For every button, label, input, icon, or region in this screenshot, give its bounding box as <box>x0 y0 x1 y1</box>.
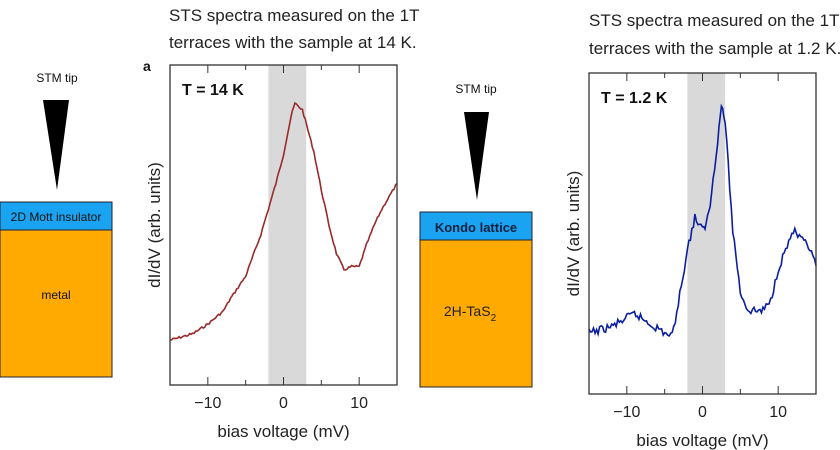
left-diagram: STM tip 2D Mott insulator metal <box>0 71 113 378</box>
tas2-layer <box>419 239 533 388</box>
stm-tip-label: STM tip <box>36 71 78 85</box>
x-axis-label: bias voltage (mV) <box>636 431 768 450</box>
x-tick-label: −10 <box>613 404 640 421</box>
kondo-lattice-layer <box>419 211 533 241</box>
y-axis-label: dI/dV (arb. units) <box>145 162 164 288</box>
chart-caption-line2: terraces with the sample at 14 K. <box>169 33 417 52</box>
mott-insulator-label: 2D Mott insulator <box>11 210 102 224</box>
chart-1-2k: STS spectra measured on the 1T terraces … <box>564 11 840 450</box>
middle-diagram: STM tip Kondo lattice 2H-TaS2 <box>419 82 533 388</box>
series-line <box>169 101 398 341</box>
y-axis-label: dI/dV (arb. units) <box>564 171 583 297</box>
chart-caption-line1: STS spectra measured on the 1T <box>589 11 839 30</box>
x-tick-label: 10 <box>350 395 368 412</box>
stm-tip-icon <box>43 100 69 190</box>
chart-14k: STS spectra measured on the 1T terraces … <box>143 6 419 441</box>
metal-label: metal <box>41 288 70 302</box>
x-tick-label: −10 <box>194 395 221 412</box>
x-axis-label: bias voltage (mV) <box>217 422 349 441</box>
shaded-band <box>268 65 307 385</box>
chart-caption-line2: terraces with the sample at 1.2 K. <box>589 39 840 58</box>
metal-layer <box>0 229 113 378</box>
kondo-lattice-label: Kondo lattice <box>435 220 517 235</box>
x-tick-label: 10 <box>769 404 787 421</box>
temperature-annotation: T = 14 K <box>182 82 244 99</box>
x-tick-label: 0 <box>279 395 288 412</box>
x-tick-label: 0 <box>698 404 707 421</box>
temperature-annotation: T = 1.2 K <box>601 90 668 107</box>
mott-insulator-layer <box>0 201 113 231</box>
panel-label: a <box>143 58 151 74</box>
series-line <box>588 103 817 338</box>
tas2-label: 2H-TaS2 <box>444 303 497 324</box>
stm-tip-icon <box>464 112 489 200</box>
stm-tip-label: STM tip <box>455 82 497 96</box>
chart-caption-line1: STS spectra measured on the 1T <box>169 6 419 25</box>
